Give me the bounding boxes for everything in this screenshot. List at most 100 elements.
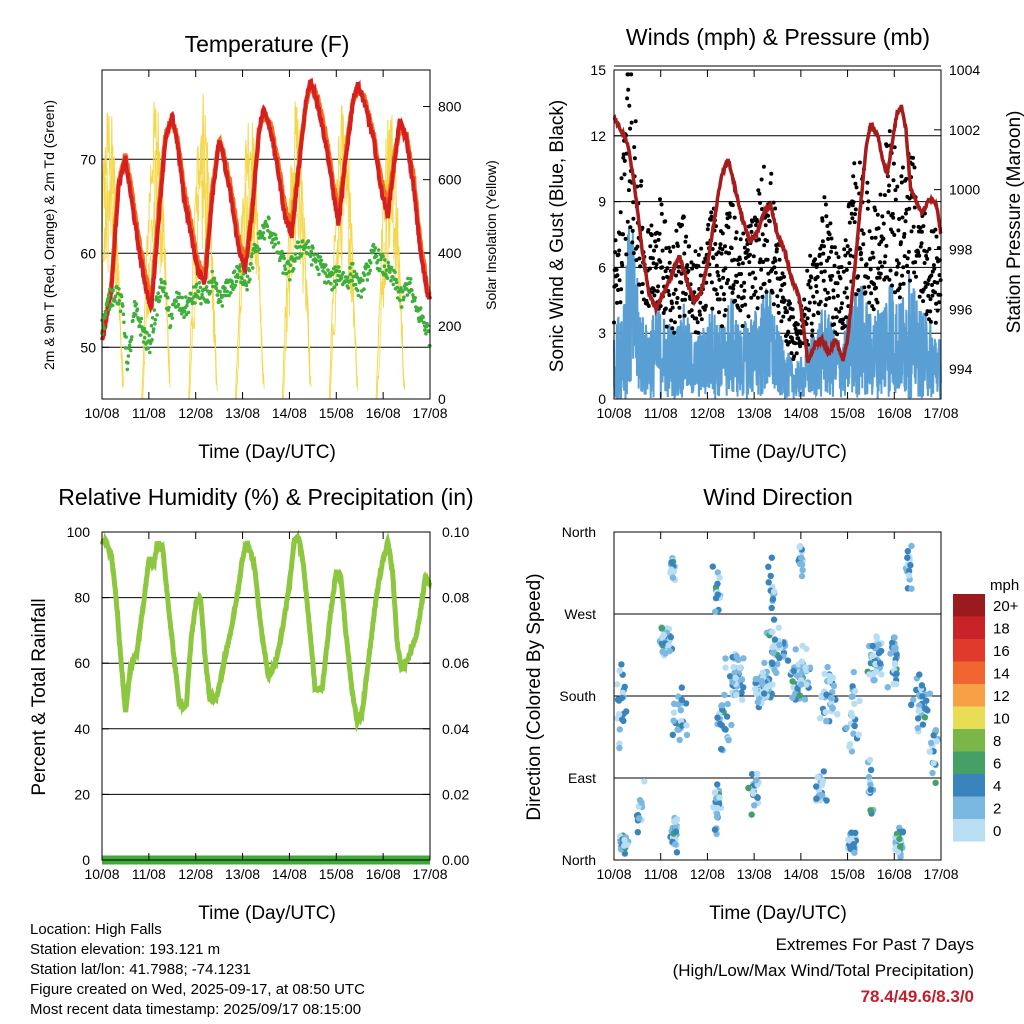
- extremes-values: 78.4/49.6/8.3/0: [860, 987, 974, 1006]
- gust-point: [844, 286, 849, 291]
- td2m-point: [333, 279, 337, 284]
- gust-point: [720, 247, 725, 252]
- direction-point: [771, 636, 779, 643]
- td2m-point: [106, 296, 110, 301]
- gust-point: [929, 273, 934, 278]
- gust-point: [696, 252, 701, 257]
- direction-point: [908, 585, 915, 592]
- gust-point: [621, 152, 626, 157]
- legend-swatch: [953, 706, 985, 729]
- gust-point: [716, 273, 721, 278]
- gust-point: [654, 262, 659, 267]
- gust-point: [760, 232, 765, 237]
- gust-point: [937, 300, 942, 305]
- winds-ytick-label: 15: [590, 62, 606, 78]
- gust-point: [896, 261, 901, 266]
- gust-point: [682, 251, 687, 256]
- td2m-point: [398, 298, 402, 303]
- gust-point: [780, 295, 785, 300]
- gust-point: [825, 258, 829, 263]
- gust-point: [782, 274, 786, 279]
- td2m-point: [214, 282, 219, 286]
- direction-point: [740, 655, 747, 662]
- direction-point: [730, 663, 737, 671]
- direction-point: [916, 702, 923, 709]
- td2m-point: [300, 239, 305, 243]
- legend-label: 6: [993, 756, 1001, 773]
- td2m-point: [232, 269, 237, 274]
- direction-point: [829, 705, 836, 712]
- gust-point: [723, 266, 728, 271]
- gust-point: [677, 314, 682, 319]
- humidity-xtick-label: 13/08: [225, 866, 260, 882]
- gust-point: [935, 308, 940, 313]
- gust-point: [921, 224, 926, 229]
- direction-point: [759, 669, 767, 676]
- td2m-point: [309, 249, 314, 254]
- gust-point: [816, 311, 821, 316]
- gust-point: [853, 207, 858, 212]
- direction-point: [790, 667, 797, 675]
- direction-point: [870, 677, 877, 684]
- gust-point: [824, 214, 829, 219]
- gust-point: [684, 234, 689, 239]
- gust-point: [922, 261, 927, 265]
- gust-point: [646, 304, 651, 308]
- direction-xtick-label: 10/08: [596, 866, 631, 882]
- wind-direction-ylabel: Direction (Colored By Speed): [524, 573, 545, 820]
- gust-point: [870, 250, 875, 255]
- gust-point: [659, 211, 664, 216]
- direction-point: [798, 554, 805, 561]
- gust-point: [793, 341, 798, 346]
- gust-point: [840, 321, 845, 326]
- gust-point: [794, 351, 799, 356]
- gust-point: [616, 288, 621, 292]
- gust-point: [845, 250, 850, 255]
- gust-point: [918, 225, 923, 230]
- gust-point: [912, 165, 917, 170]
- gust-point: [857, 160, 862, 165]
- td2m-point: [128, 348, 133, 353]
- direction-point: [745, 784, 752, 792]
- gust-point: [717, 297, 722, 302]
- gust-point: [667, 260, 672, 265]
- gust-point: [822, 195, 827, 200]
- gust-point: [890, 230, 895, 235]
- gust-point: [900, 273, 905, 278]
- gust-point: [756, 188, 761, 193]
- gust-point: [814, 284, 819, 289]
- td2m-point: [104, 313, 108, 317]
- gust-point: [760, 295, 765, 299]
- td2m-point: [324, 263, 328, 267]
- gust-point: [913, 260, 918, 265]
- direction-xtick-label: 13/08: [737, 866, 772, 882]
- direction-point: [850, 668, 857, 676]
- direction-point: [672, 818, 679, 825]
- gust-point: [667, 293, 672, 297]
- td2m-point: [146, 346, 150, 351]
- gust-point: [738, 308, 743, 313]
- direction-point: [875, 641, 882, 648]
- gust-point: [664, 324, 669, 329]
- gust-point: [659, 202, 664, 207]
- td2m-point: [391, 282, 396, 287]
- td2m-point: [114, 284, 119, 289]
- gust-point: [634, 258, 639, 263]
- direction-point: [765, 563, 772, 570]
- direction-point: [711, 789, 719, 796]
- winds-xtick-label: 13/08: [737, 405, 772, 421]
- gust-point: [919, 241, 924, 246]
- gust-point: [723, 308, 728, 312]
- td2m-point: [274, 236, 279, 241]
- gust-point: [753, 289, 758, 294]
- gust-point: [729, 246, 734, 251]
- legend-swatch: [953, 616, 985, 639]
- gust-point: [670, 305, 675, 310]
- gust-point: [620, 263, 625, 268]
- td2m-point: [249, 262, 253, 266]
- gust-point: [847, 261, 852, 266]
- gust-point: [867, 300, 872, 305]
- td2m-point: [261, 231, 266, 235]
- gust-point: [676, 269, 681, 274]
